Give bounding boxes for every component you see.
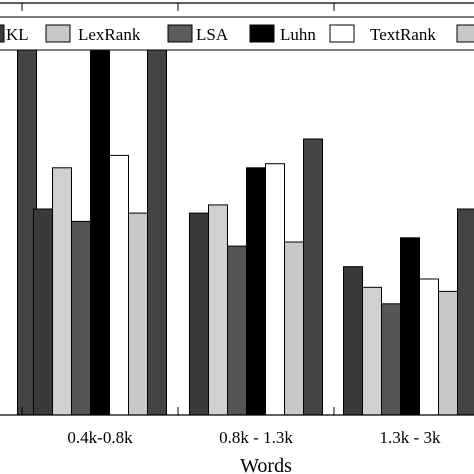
bar-luhn-1 [90,39,110,416]
legend-label-2: LSA [196,25,229,44]
plot-frame [0,2,474,416]
legend-swatch-4 [329,24,355,43]
bar-series-8-2 [303,138,323,416]
bar-series-7-2 [284,241,304,416]
x-ticks: 0.4k-0.8k 0.8k - 1.3k 1.3k - 3k [21,3,441,447]
legend-swatch-1 [45,24,71,43]
legend-label-4: TextRank [370,25,436,44]
bar-kl-1 [71,220,91,416]
legend-swatch-3 [249,24,275,43]
bar-series-0-2 [189,212,209,416]
bar-kl-3 [381,303,401,416]
bar-series-1-3 [362,286,382,416]
legend-label-0: KL [6,25,29,44]
legend-label-3: Luhn [280,25,316,44]
bar-textrank-3 [419,278,439,416]
bar-kl-2 [227,245,247,416]
bars-group [17,35,474,416]
bar-luhn-3 [400,237,420,416]
legend-swatch-5 [456,24,474,43]
legend-swatch-2 [167,24,193,43]
x-axis-label: Words [240,455,292,474]
bar-series-1-1 [52,167,72,416]
bar-series-0-1 [33,208,53,416]
bar-textrank-2 [265,163,285,416]
x-tick-label-3: 1.3k - 3k [380,428,441,447]
legend-swatch-0 [0,24,5,43]
legend: KL LexRank LSA Luhn TextRank [0,16,474,51]
bar-series-0-3 [343,266,363,416]
bar-series-7-3 [438,290,458,416]
bar-series-7-1 [128,212,148,416]
bar-luhn-2 [246,167,266,416]
legend-label-1: LexRank [78,25,141,44]
x-tick-label-1: 0.4k-0.8k [67,428,133,447]
bar-series-8-3 [457,208,474,416]
legend-box [0,16,474,51]
bar-series-1-2 [208,204,228,416]
x-tick-label-2: 0.8k - 1.3k [219,428,293,447]
bar-textrank-1 [109,154,129,416]
bar-series-8-1 [147,35,167,416]
